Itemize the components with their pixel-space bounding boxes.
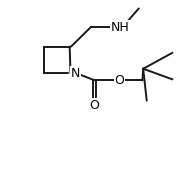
Text: NH: NH <box>111 21 130 34</box>
Text: O: O <box>90 99 99 112</box>
Text: O: O <box>114 74 124 87</box>
Text: N: N <box>71 67 80 80</box>
